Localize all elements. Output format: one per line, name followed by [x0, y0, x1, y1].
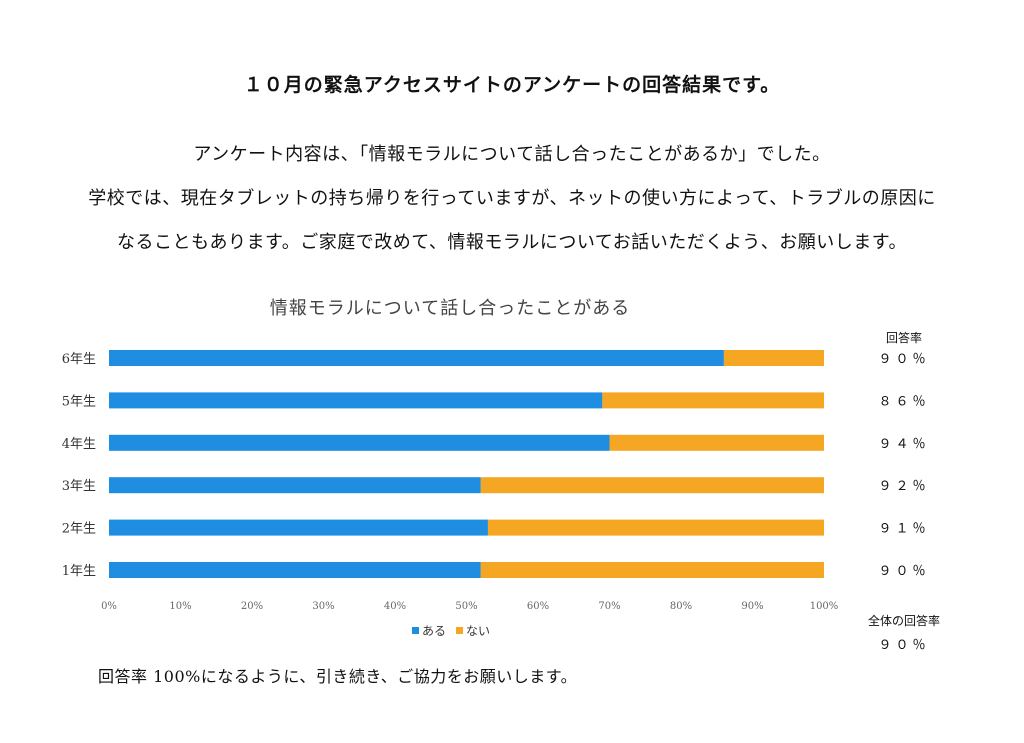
category-label: 5年生: [62, 394, 96, 409]
category-label: 4年生: [62, 437, 96, 452]
x-tick-label: 0%: [101, 601, 117, 612]
category-label: 2年生: [62, 522, 96, 537]
bar-segment: [480, 477, 824, 494]
x-tick-label: 60%: [527, 601, 549, 612]
x-tick-label: 30%: [312, 601, 334, 612]
footer-note: 回答率 100%になるように、引き続き、ご協力をお願いします。: [98, 667, 578, 686]
bar-segment: [487, 519, 824, 536]
chart-title: 情報モラルについて話し合ったことがある: [269, 298, 631, 319]
total-response-rate-value: ９０％: [878, 638, 930, 653]
bar-segment: [109, 562, 481, 578]
x-tick-label: 90%: [741, 601, 763, 612]
x-tick-label: 10%: [169, 601, 191, 612]
total-response-rate-label: 全体の回答率: [867, 614, 940, 628]
response-rate-value: ９２％: [878, 479, 929, 494]
legend-label: ない: [466, 624, 490, 638]
category-label: 3年生: [62, 479, 96, 494]
category-label: 6年生: [62, 352, 96, 367]
x-tick-label: 50%: [455, 601, 477, 612]
bar-segment: [109, 350, 724, 366]
response-rate-value: ８６％: [878, 394, 929, 409]
x-tick-label: 80%: [670, 601, 692, 612]
legend-label: ある: [422, 624, 446, 638]
legend-swatch: [412, 627, 419, 634]
bar-segment: [109, 392, 603, 409]
legend-swatch: [456, 627, 463, 634]
page-title: １０月の緊急アクセスサイトのアンケートの回答結果です。: [243, 74, 781, 96]
bar-segment: [723, 350, 824, 366]
response-rate-value: ９１％: [878, 522, 929, 537]
x-tick-label: 40%: [384, 601, 406, 612]
paragraph-line-3: なることもあります。ご家庭で改めて、情報モラルについてお話いただくよう、お願いし…: [117, 232, 907, 253]
response-rate-value: ９０％: [878, 352, 929, 367]
response-rate-value: ９０％: [878, 564, 929, 579]
x-tick-label: 100%: [810, 601, 839, 612]
bar-segment: [480, 562, 824, 578]
bar-segment: [109, 477, 481, 494]
bar-segment: [609, 434, 824, 451]
bar-segment: [109, 434, 610, 451]
x-tick-label: 20%: [241, 601, 263, 612]
x-tick-label: 70%: [598, 601, 620, 612]
bar-segment: [109, 519, 488, 536]
category-label: 1年生: [62, 564, 96, 579]
response-rate-value: ９４％: [878, 437, 929, 452]
paragraph-line-2: 学校では、現在タブレットの持ち帰りを行っていますが、ネットの使い方によって、トラ…: [88, 188, 936, 209]
paragraph-line-1: アンケート内容は、「情報モラルについて話し合ったことがあるか」でした。: [193, 144, 831, 165]
response-rate-header: 回答率: [885, 331, 922, 345]
bar-segment: [602, 392, 824, 409]
